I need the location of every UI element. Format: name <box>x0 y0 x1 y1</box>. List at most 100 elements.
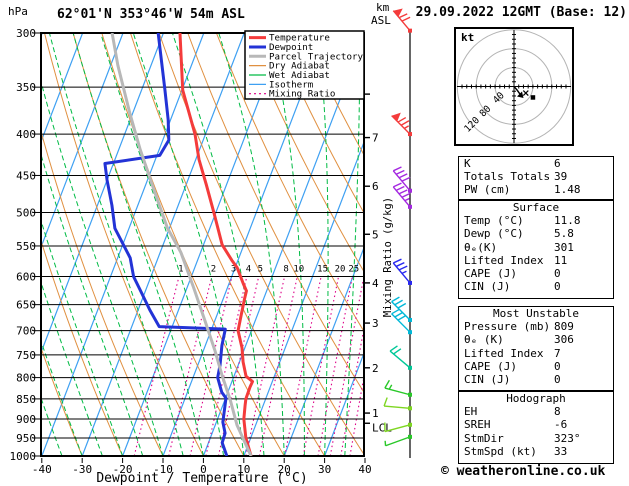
table-row: EH 8 <box>459 405 613 418</box>
pressure-tick-label: 900 <box>16 413 36 426</box>
x-axis-title: Dewpoint / Temperature (°C) <box>96 471 307 486</box>
wind-barb <box>383 397 412 411</box>
table-row: StmSpd (kt) 33 <box>459 445 613 458</box>
row-label: θₑ (K) <box>464 333 504 347</box>
pressure-tick-label: 950 <box>16 432 36 445</box>
row-value: 306 <box>554 333 574 347</box>
row-label: Totals Totals <box>464 170 551 184</box>
pressure-tick-label: 600 <box>16 271 36 284</box>
wind-barb-staff <box>384 405 411 409</box>
mixing-ratio-value-label: 5 <box>258 264 263 274</box>
wind-barb-staff <box>392 170 411 192</box>
wind-barb-feather <box>397 315 407 321</box>
row-label: Lifted Index <box>464 253 544 267</box>
row-label: Dewp (°C) <box>464 227 524 241</box>
row-value: 39 <box>554 170 568 184</box>
plot-border <box>40 32 365 457</box>
table-row: CAPE (J) 0 <box>459 360 613 373</box>
row-label: Pressure (mb) <box>464 320 551 334</box>
pressure-tick-label: 800 <box>16 372 36 385</box>
panel-header: Surface <box>512 201 560 214</box>
wind-barb-feather <box>393 348 402 355</box>
wind-barb-feather <box>389 345 398 352</box>
row-label: EH <box>464 405 478 419</box>
row-value: 0 <box>554 267 561 281</box>
wind-barb-half-feather <box>404 197 410 202</box>
km-tick-label: 5 <box>372 228 379 241</box>
wind-barb-feather <box>401 192 411 198</box>
table-row: Lifted Index 7 <box>459 347 613 360</box>
wind-barb-feather <box>392 182 402 188</box>
temperature-tick-label: -30 <box>72 463 92 476</box>
dry-adiabat-line <box>273 33 364 214</box>
mixing-ratio-line <box>317 276 353 456</box>
wind-barb <box>392 258 412 285</box>
hodograph-x-marker <box>522 90 529 97</box>
wind-barb-feather <box>400 120 410 126</box>
km-tick-label: 1 <box>372 407 379 420</box>
temperature-tick-label: 30 <box>318 463 331 476</box>
row-value: 809 <box>554 320 574 334</box>
row-value: 8 <box>554 405 561 419</box>
row-label: StmDir <box>464 431 504 445</box>
wind-barb-column <box>383 8 412 458</box>
wind-barb-feather <box>392 258 402 264</box>
wind-barb-feather <box>394 299 403 306</box>
dewpoint-curve <box>103 33 229 456</box>
row-label: Temp (°C) <box>464 214 524 228</box>
wet-adiabat-line <box>269 33 305 456</box>
wind-barb <box>384 434 412 447</box>
sounding-curves <box>103 33 255 456</box>
pressure-tick-label: 550 <box>16 240 36 253</box>
wind-barb-staff <box>391 313 411 333</box>
isotherm-line <box>41 33 84 144</box>
wind-barb-feather <box>397 116 407 123</box>
wind-barb-staff <box>385 436 411 447</box>
mixing-ratio-value-label: 1 <box>178 264 183 274</box>
wind-barb-staff <box>392 186 411 208</box>
wind-barb-pennant <box>393 8 403 17</box>
isotherm-line <box>41 33 164 355</box>
wind-barb-feather <box>401 16 411 22</box>
temperature-tick-label: -20 <box>113 463 133 476</box>
wind-barb-half-feather <box>403 125 410 130</box>
pressure-tick-label: 750 <box>16 349 36 362</box>
row-label: CIN (J) <box>464 280 511 294</box>
wind-barb-pennant <box>391 112 401 122</box>
temperature-tick-label: -40 <box>32 463 52 476</box>
info-panel-indices: K 6 Totals Totals 39 PW (cm) 1.48 <box>458 156 614 200</box>
row-value: 33 <box>554 444 568 458</box>
mixing-ratio-line <box>329 276 364 456</box>
dry-adiabat-line <box>244 33 364 273</box>
table-row: CIN (J) 0 <box>459 280 613 293</box>
temperature-tick-label: 10 <box>237 463 250 476</box>
isotherm-line <box>243 140 364 456</box>
isotherm-line <box>122 33 286 456</box>
wind-barb-feather <box>395 262 405 268</box>
temperature-tick-label: 20 <box>278 463 291 476</box>
km-tick-label: 7 <box>372 132 379 145</box>
legend-box <box>244 30 365 100</box>
mixing-ratio-line <box>284 276 322 456</box>
wind-barb-feather <box>391 296 400 303</box>
row-value: 7 <box>554 346 561 360</box>
wind-barb-staff <box>391 301 411 321</box>
wind-barb <box>392 182 412 209</box>
row-value: 323° <box>554 431 581 445</box>
pressure-tick-label: 300 <box>16 27 36 40</box>
wind-barb-feather <box>391 308 400 315</box>
wind-barb-feather <box>398 265 408 271</box>
lcl-label: LCL <box>372 421 392 434</box>
wet-adiabat-line <box>48 33 184 456</box>
legend-item-label: Mixing Ratio <box>269 89 335 100</box>
wet-adiabat-line <box>218 33 285 456</box>
wind-barb-feather <box>401 176 411 182</box>
wind-barb-feather <box>392 166 402 172</box>
mixing-ratio-value-labels: 1 2 3 4 5 8 10 15 20 25 <box>178 264 359 274</box>
table-row: CIN (J) 0 <box>459 373 613 386</box>
wind-barb <box>391 112 412 137</box>
km-tick-label: 3 <box>372 317 379 330</box>
pressure-tick-label: 450 <box>16 169 36 182</box>
hodograph-trace-arrowhead <box>517 91 524 98</box>
